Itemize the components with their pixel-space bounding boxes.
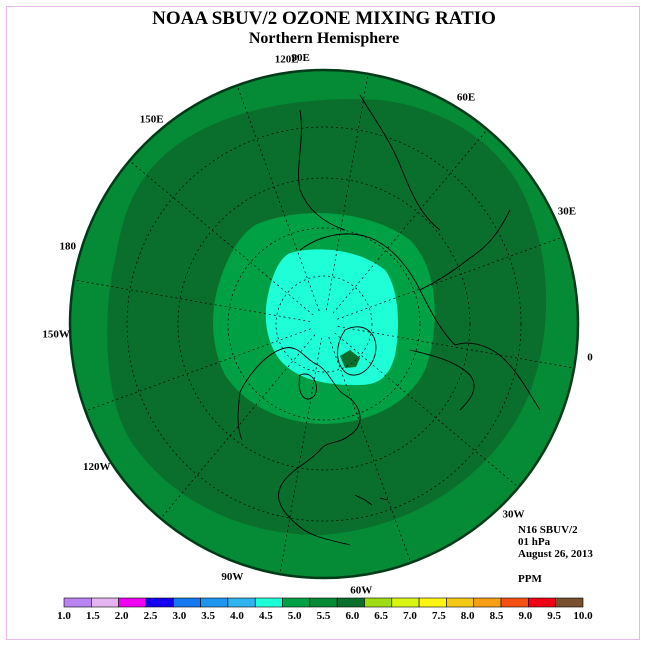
meridian-line bbox=[73, 279, 311, 322]
meridian-line bbox=[334, 332, 519, 488]
colorbar-swatch bbox=[227, 597, 256, 608]
chart-title: NOAA SBUV/2 OZONE MIXING RATIO bbox=[152, 8, 496, 29]
colorbar: 1.0 1.5 2.0 2.5 3.0 3.5 4.0 4.5 5.0 5.5 6.0 6.5 7.0 7… bbox=[57, 597, 593, 622]
graticule bbox=[73, 73, 575, 575]
colorbar-tick-label: 4.5 bbox=[259, 610, 273, 622]
colorbar-tick-label: 9.0 bbox=[518, 610, 532, 622]
colorbar-swatch bbox=[91, 597, 119, 608]
meridian-line bbox=[326, 73, 369, 311]
colorbar-tick-label: 8.0 bbox=[461, 610, 475, 622]
colorbar-tick-label: 6.5 bbox=[374, 610, 388, 622]
colorbar-tick-label: 7.0 bbox=[403, 610, 417, 622]
longitude-label-60w: 60W bbox=[350, 584, 372, 596]
level-label: 01 hPa bbox=[518, 536, 551, 548]
longitude-label-30e: 30E bbox=[558, 206, 576, 218]
colorbar-swatch bbox=[391, 597, 420, 608]
colorbar-swatch bbox=[282, 597, 311, 608]
longitude-label-120e: 120E bbox=[275, 54, 299, 66]
colorbar-tick-label: 7.5 bbox=[432, 610, 446, 622]
coastlines bbox=[237, 94, 541, 546]
longitude-label-150w: 150W bbox=[42, 328, 70, 340]
colorbar-tick-label: 4.0 bbox=[230, 610, 244, 622]
longitude-label-60e: 60E bbox=[457, 92, 475, 104]
colorbar-swatch bbox=[555, 597, 584, 608]
colorbar-tick-label: 8.5 bbox=[490, 610, 504, 622]
meridian-line bbox=[160, 334, 316, 519]
colorbar-swatch bbox=[63, 597, 92, 608]
colorbar-tick-label: 10.0 bbox=[573, 610, 593, 622]
colorbar-swatch bbox=[118, 597, 147, 608]
meridian-line bbox=[328, 337, 412, 563]
colorbar-tick-label: 1.5 bbox=[86, 610, 100, 622]
meridian-line bbox=[337, 326, 575, 369]
colorbar-tick-label: 9.5 bbox=[547, 610, 561, 622]
colorbar-swatch bbox=[473, 597, 502, 608]
colorbar-swatch bbox=[418, 597, 447, 608]
colorbar-swatch bbox=[254, 597, 283, 608]
longitude-label-90w: 90W bbox=[221, 571, 243, 583]
colorbar-tick-label: 3.0 bbox=[172, 610, 186, 622]
colorbar-tick-label: 2.0 bbox=[115, 610, 129, 622]
colorbar-tick-label: 3.5 bbox=[201, 610, 215, 622]
meridian-line bbox=[85, 328, 311, 412]
colorbar-swatch bbox=[172, 597, 201, 608]
figure-frame bbox=[6, 6, 640, 640]
meridian-line bbox=[236, 85, 320, 311]
colorbar-swatch bbox=[200, 597, 229, 608]
units-label: PPM bbox=[518, 573, 542, 585]
colorbar-swatch bbox=[309, 597, 338, 608]
colorbar-tick-label: 2.5 bbox=[144, 610, 158, 622]
colorbar-tick-label: 6.0 bbox=[345, 610, 359, 622]
colorbar-tick-label: 5.5 bbox=[317, 610, 331, 622]
longitude-label-0: 0 bbox=[587, 352, 593, 364]
meridian-line bbox=[332, 129, 488, 314]
longitude-label-180: 180 bbox=[59, 241, 76, 253]
chart-subtitle: Northern Hemisphere bbox=[248, 30, 400, 47]
longitude-label-30w: 30W bbox=[503, 509, 525, 521]
colorbar-swatch bbox=[528, 597, 556, 608]
map-border bbox=[68, 68, 580, 580]
longitude-labels: 90E 60E 30E 0 30W 60W 90W 120W 150W 180 150E 120E bbox=[42, 52, 593, 596]
longitude-label-90e: 90E bbox=[291, 52, 309, 64]
meridian-line bbox=[279, 337, 322, 575]
colorbar-swatch bbox=[500, 597, 529, 608]
date-label: August 26, 2013 bbox=[518, 548, 593, 560]
colorbar-swatch bbox=[145, 597, 174, 608]
satellite-label: N16 SBUV/2 bbox=[518, 524, 578, 536]
ozone-local-maximum bbox=[340, 350, 360, 368]
colorbar-tick-label: 5.0 bbox=[288, 610, 302, 622]
meridian-line bbox=[337, 236, 563, 320]
colorbar-swatch bbox=[336, 597, 365, 608]
longitude-label-150e: 150E bbox=[140, 114, 164, 126]
colorbar-tick-label: 1.0 bbox=[57, 610, 71, 622]
colorbar-swatch bbox=[446, 597, 475, 608]
colorbar-swatch bbox=[364, 597, 393, 608]
meridian-line bbox=[129, 160, 314, 316]
longitude-label-120w: 120W bbox=[83, 461, 111, 473]
